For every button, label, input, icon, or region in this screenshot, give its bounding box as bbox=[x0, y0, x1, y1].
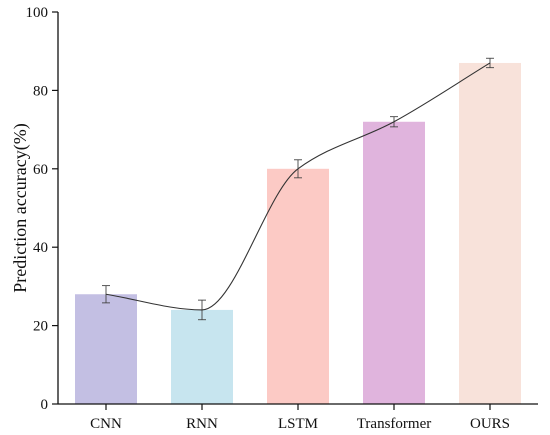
x-tick-label-ours: OURS bbox=[470, 416, 510, 432]
y-tick-label-0: 0 bbox=[41, 397, 49, 413]
y-axis-title: Prediction accuracy(%) bbox=[10, 123, 31, 292]
bar-rnn bbox=[171, 309, 233, 404]
bar-lstm bbox=[267, 168, 329, 404]
bar-cnn bbox=[75, 294, 137, 404]
bar-ours bbox=[459, 62, 521, 405]
bar-transformer bbox=[363, 121, 425, 404]
y-tick-label-80: 80 bbox=[33, 83, 48, 99]
y-tick-label-60: 60 bbox=[33, 162, 48, 178]
x-tick-label-cnn: CNN bbox=[90, 416, 122, 432]
trend-line bbox=[105, 62, 491, 311]
x-tick-label-transformer: Transformer bbox=[357, 416, 431, 432]
x-tick-label-rnn: RNN bbox=[186, 416, 218, 432]
y-tick-label-100: 100 bbox=[26, 5, 49, 21]
y-tick-label-40: 40 bbox=[33, 240, 48, 256]
y-tick-label-20: 20 bbox=[33, 319, 48, 335]
x-tick-label-lstm: LSTM bbox=[278, 416, 318, 432]
